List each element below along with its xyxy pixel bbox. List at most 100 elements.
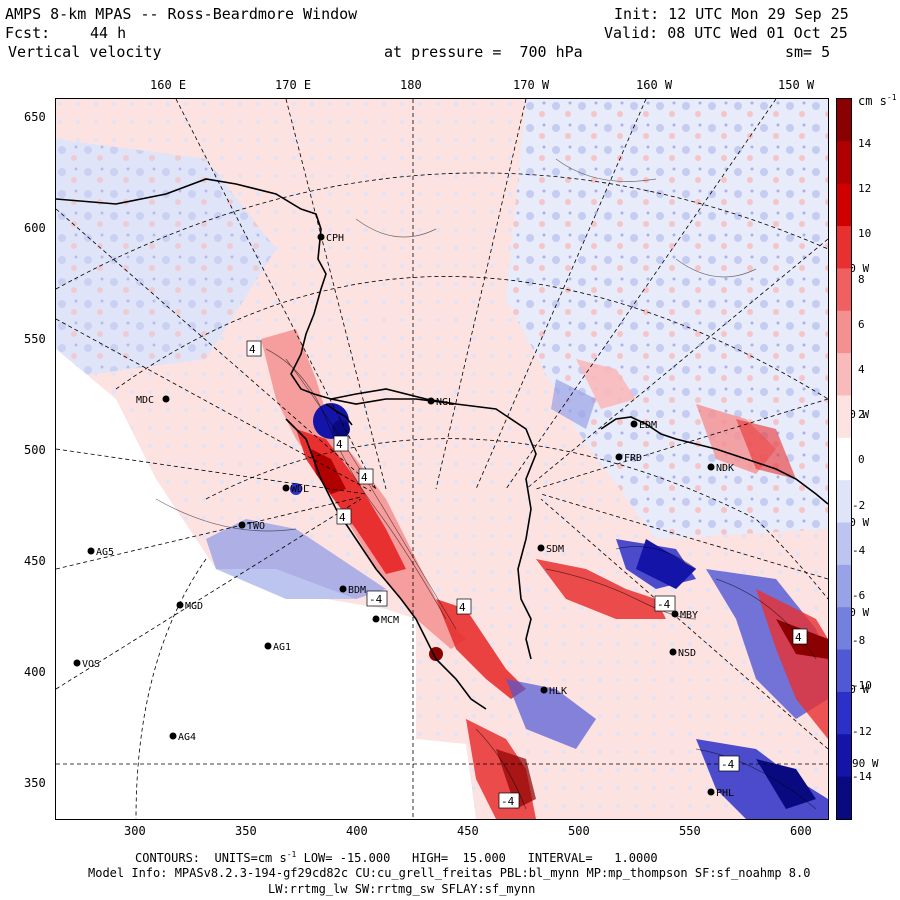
contour-value-label: 4 [792,628,808,645]
station-marker [169,732,177,740]
colorbar-label: 0 [858,453,865,467]
contour-low: LOW= -15.000 [303,851,391,865]
colorbar-swatch [837,649,851,693]
station-label: FRD [624,453,642,464]
colorbar-swatch [837,776,851,820]
station-marker [537,544,545,552]
contour-high: HIGH= 15.000 [411,851,506,865]
station-label: CPH [326,233,344,244]
lon-label-top: 160 W [636,78,673,92]
station-marker [162,395,170,403]
colorbar-label: 2 [858,408,865,422]
contour-value-label: 4 [333,435,349,452]
colorbar-swatch [837,437,851,481]
lon-label-top: 150 W [778,78,815,92]
colorbar-swatch [837,564,851,608]
contour-value-label: -4 [718,755,740,772]
colorbar-units: cm s-1 [858,93,897,108]
y-tick-label: 450 [24,554,46,568]
vertical-velocity-map: CPH MDC NGL WDL TWO AG5 MGD AG1 VOS AG4 BDM MCM SDM H… [56,99,828,819]
station-label: NGL [436,397,454,408]
contour-value-label: 4 [358,468,374,485]
colorbar-swatch [837,691,851,735]
x-tick-label: 500 [568,824,590,838]
contour-value-text: 4 [459,601,466,614]
colorbar-swatch [837,226,851,269]
colorbar-swatch [837,353,851,396]
contour-value-text: -4 [721,758,735,771]
colorbar-label: -12 [852,724,872,738]
station-marker [282,484,290,492]
init-time: Init: 12 UTC Mon 29 Sep 25 [614,5,849,23]
colorbar-swatches [837,99,851,820]
lon-label-top: 160 E [150,78,187,92]
station-label: AG4 [178,732,196,743]
colorbar-swatch [837,183,851,227]
colorbar-label: -8 [852,634,866,648]
contour-value-label: -4 [366,590,388,607]
contour-value-text: 4 [339,511,346,524]
colorbar-label: 8 [858,272,865,286]
station-label: WDL [291,484,309,495]
field-name: Vertical velocity [8,43,162,61]
station-marker [73,659,81,667]
contour-value-text: 4 [249,343,256,356]
station-marker [615,453,623,461]
station-label: AG1 [273,642,291,653]
lon-label-top: 170 E [275,78,312,92]
colorbar-swatch [837,310,851,354]
y-tick-label: 400 [24,665,46,679]
station-marker [669,648,677,656]
colorbar-label: -4 [852,543,866,557]
station-marker [540,686,548,694]
forecast-hour: 44 h [90,24,127,42]
contour-value-label: 4 [456,598,472,615]
y-tick-label: 350 [24,776,46,790]
station-label: HLK [549,686,567,697]
colorbar [836,98,852,820]
lon-label-right: 90 W [852,757,879,770]
colorbar-swatch [837,141,851,185]
contour-value-label: -4 [654,595,676,612]
colorbar-label: 12 [858,182,872,196]
station-marker [176,601,184,609]
station-label: MBY [680,610,698,621]
colorbar-label: -10 [852,679,872,693]
valid-time: Valid: 08 UTC Wed 01 Oct 25 [604,24,848,42]
colorbar-swatch [837,268,851,312]
map-panel: CPH MDC NGL WDL TWO AG5 MGD AG1 VOS AG4 BDM MCM SDM H… [55,98,829,820]
colorbar-label: 10 [858,227,872,241]
colorbar-swatch [837,480,851,524]
x-tick-label: 400 [346,824,368,838]
station-marker [630,420,638,428]
station-label: EDM [639,420,657,431]
station-label: SDM [546,544,564,555]
station-marker [264,642,272,650]
y-tick-label: 650 [24,110,46,124]
colorbar-label: 6 [858,317,865,331]
contour-value-text: 4 [795,631,802,644]
station-label: MGD [185,601,203,612]
station-marker [339,585,347,593]
y-tick-label: 500 [24,443,46,457]
contour-value-text: 4 [336,438,343,451]
contour-value-label: -4 [498,792,520,809]
colorbar-label: 14 [858,137,872,150]
contour-value-label: 4 [336,508,352,525]
plot-title: AMPS 8-km MPAS -- Ross-Beardmore Window [5,5,358,23]
y-tick-label: 600 [24,221,46,235]
contour-interval: INTERVAL= 1.0000 [527,851,658,865]
station-label: NDK [716,463,734,474]
model-info: Model Info: MPASv8.2.3-194-gf29cd82c CU:… [88,866,811,880]
station-label: BDM [348,585,366,596]
x-tick-label: 450 [457,824,479,838]
station-label: MCM [381,615,399,626]
station-marker [372,615,380,623]
colorbar-label: 4 [858,363,865,376]
colorbar-swatch [837,395,851,439]
station-label: NSD [678,648,696,659]
station-label: PHL [716,788,734,799]
lon-label-top: 170 W [513,78,550,92]
station-label: VOS [82,659,100,670]
colorbar-swatch [837,734,851,778]
